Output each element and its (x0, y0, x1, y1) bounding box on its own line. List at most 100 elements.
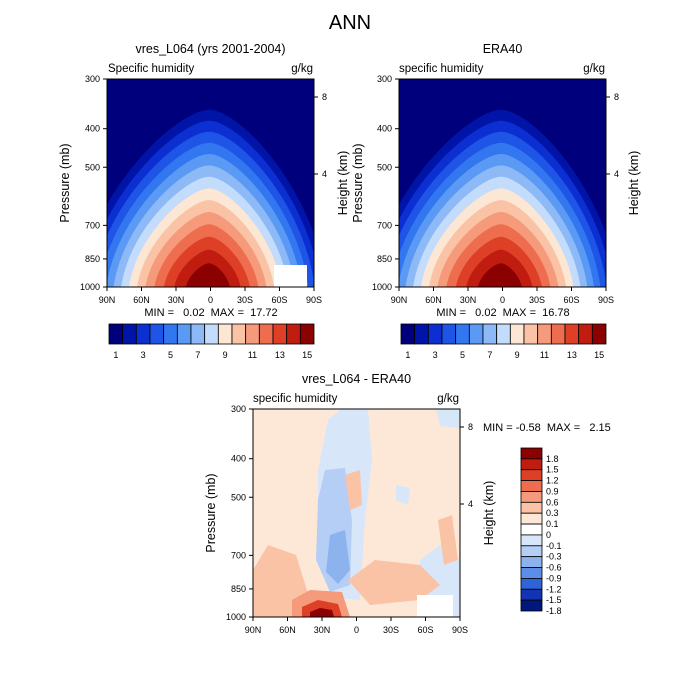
colorbar-label: 1 (113, 350, 118, 360)
colorbar-cell (578, 323, 593, 345)
colorbar-cell (520, 512, 543, 525)
panel-subtitle: specific humidity (253, 393, 338, 405)
colorbar-cell (520, 469, 543, 482)
colorbar-cell (591, 323, 607, 345)
missing-data-patch (274, 265, 307, 287)
y-tick-label: 500 (85, 162, 100, 172)
y-tick-label: 700 (85, 220, 100, 230)
units-label: g/kg (291, 63, 313, 75)
panel-title: vres_L064 - ERA40 (302, 372, 411, 386)
y-tick-label: 500 (377, 162, 392, 172)
y-tick-label: 400 (377, 124, 392, 134)
field-band (345, 470, 362, 510)
y-tick-label: 1000 (80, 282, 100, 292)
colorbar-cell (149, 323, 165, 345)
colorbar-label: 11 (248, 350, 257, 360)
colorbar-label: -1.2 (546, 584, 562, 594)
x-tick-label: 30S (237, 295, 253, 305)
colorbar-cell (520, 556, 543, 568)
difference-field (253, 409, 460, 617)
colorbar-label: 7 (487, 350, 492, 360)
colorbar-cell (520, 491, 543, 503)
humidity-field (399, 79, 606, 287)
x-tick-label: 90S (306, 295, 322, 305)
units-label: g/kg (583, 63, 605, 75)
missing-data-patch (417, 595, 453, 617)
colorbar-label: 3 (433, 350, 438, 360)
colorbar-cell (163, 323, 178, 345)
colorbar-cell (537, 323, 552, 345)
y2-axis-label: Height (km) (336, 151, 350, 216)
panel-model: vres_L064 (yrs 2001-2004) Specific humid… (58, 42, 350, 360)
x-tick-label: 90N (99, 295, 116, 305)
colorbar-label: -1.8 (546, 606, 562, 616)
x-tick-label: 90N (391, 295, 408, 305)
colorbar-cell (217, 323, 233, 345)
y-tick-label: 850 (231, 584, 246, 594)
colorbar-cell (482, 323, 498, 345)
x-tick-label: 30N (314, 625, 331, 635)
colorbar-label: 5 (460, 350, 465, 360)
y-tick-label: 300 (377, 74, 392, 84)
colorbar-cell (523, 323, 539, 345)
y-tick-label: 700 (377, 220, 392, 230)
humidity-field (107, 79, 314, 287)
colorbar-cell (520, 567, 543, 579)
colorbar-cell (135, 323, 151, 345)
x-tick-label: 60S (417, 625, 433, 635)
panel-subtitle: Specific humidity (108, 63, 195, 75)
colorbar-label: 1.2 (546, 476, 559, 486)
colorbar-label: 0.9 (546, 486, 559, 496)
colorbar-cell (455, 323, 470, 345)
x-tick-label: 60S (271, 295, 287, 305)
y-tick-label: 300 (85, 74, 100, 84)
x-tick-label: 60S (563, 295, 579, 305)
y2-tick-label: 4 (614, 169, 619, 179)
colorbar-cell (509, 323, 525, 345)
x-tick-label: 0 (354, 625, 359, 635)
field-band (186, 263, 230, 287)
colorbar-label: 0.1 (546, 519, 559, 529)
field-band (326, 530, 350, 584)
x-tick-label: 90S (452, 625, 468, 635)
colorbar: 1 3 5 7 9 11 13 15 (400, 323, 607, 360)
colorbar-cell (520, 534, 543, 547)
colorbar-cell (245, 323, 260, 345)
colorbar-label: 9 (223, 350, 228, 360)
colorbar: 1.81.51.20.90.60.30.10-0.1-0.3-0.6-0.9-1… (520, 447, 562, 616)
x-tick-label: 0 (208, 295, 213, 305)
y-axis-label: Pressure (mb) (58, 143, 72, 222)
colorbar-cell (400, 323, 416, 345)
colorbar-cell (520, 447, 543, 460)
y-tick-label: 500 (231, 492, 246, 502)
min-max-label: MIN = 0.02 MAX = 16.78 (436, 307, 569, 319)
colorbar-cell (122, 323, 137, 345)
field-band (396, 485, 410, 505)
colorbar-cell (520, 599, 543, 612)
colorbar-cell (299, 323, 315, 345)
panel-title: vres_L064 (yrs 2001-2004) (135, 42, 285, 56)
x-tick-label: 30N (168, 295, 185, 305)
y2-tick-label: 4 (322, 169, 327, 179)
x-tick-label: 60N (133, 295, 150, 305)
colorbar-label: 15 (594, 350, 604, 360)
y2-axis-label: Height (km) (482, 481, 496, 546)
colorbar-cell (520, 578, 543, 590)
figure-title: ANN (329, 12, 371, 34)
y-tick-label: 850 (85, 254, 100, 264)
colorbar-cell (520, 545, 543, 558)
colorbar-cell (176, 323, 192, 345)
colorbar-cell (520, 458, 543, 471)
field-band (348, 560, 440, 605)
y-tick-label: 1000 (226, 612, 246, 622)
panel-era40: ERA40 specific humidity g/kg 90N 60N 30N 0 3… (351, 42, 641, 360)
y-tick-label: 400 (231, 454, 246, 464)
colorbar-cell (286, 323, 301, 345)
field-band (436, 409, 460, 428)
colorbar-cell (441, 323, 457, 345)
colorbar-cell (272, 323, 288, 345)
colorbar-cell (414, 323, 429, 345)
y-axis-label: Pressure (mb) (204, 473, 218, 552)
x-tick-label: 60N (425, 295, 442, 305)
